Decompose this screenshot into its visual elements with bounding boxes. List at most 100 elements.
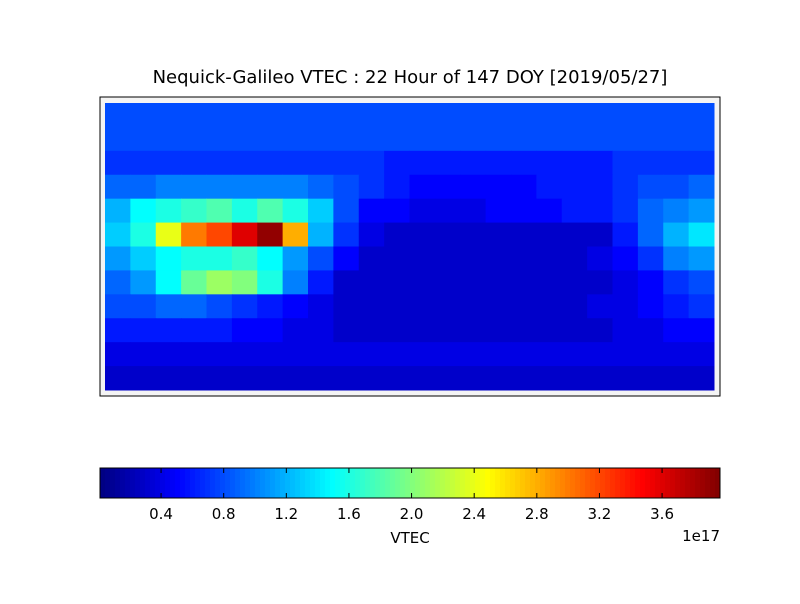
heat-cell bbox=[181, 126, 207, 152]
heat-cell bbox=[637, 174, 664, 200]
colorbar-segment bbox=[490, 468, 496, 498]
heat-cell bbox=[536, 174, 563, 200]
heat-cell bbox=[409, 222, 436, 247]
heat-cell bbox=[333, 174, 360, 200]
heat-cell bbox=[308, 366, 334, 391]
colorbar-segment bbox=[710, 468, 716, 498]
chart-title: Nequick-Galileo VTEC : 22 Hour of 147 DO… bbox=[153, 67, 668, 88]
heat-cell bbox=[231, 270, 258, 295]
colorbar-segment bbox=[215, 468, 221, 498]
colorbar-segment bbox=[620, 468, 626, 498]
heat-cell bbox=[434, 294, 461, 319]
heat-cell bbox=[511, 318, 537, 343]
colorbar-segment bbox=[370, 468, 376, 498]
heat-cell bbox=[282, 174, 309, 200]
heat-cell bbox=[130, 270, 157, 295]
colorbar-segment bbox=[500, 468, 506, 498]
colorbar-segment bbox=[680, 468, 686, 498]
heat-cell bbox=[536, 103, 563, 128]
heat-cell bbox=[308, 270, 334, 295]
heat-cell bbox=[333, 366, 360, 391]
colorbar-segment bbox=[165, 468, 171, 498]
heat-cell bbox=[663, 126, 690, 152]
heat-cell bbox=[105, 366, 131, 391]
heat-cell bbox=[663, 103, 690, 128]
colorbar-segment bbox=[575, 468, 581, 498]
heat-cell bbox=[637, 150, 664, 176]
heat-cell bbox=[105, 318, 131, 343]
colorbar-segment bbox=[100, 468, 106, 498]
colorbar-segment bbox=[150, 468, 156, 498]
heat-cell bbox=[206, 366, 233, 391]
heat-cell bbox=[637, 318, 664, 343]
heat-cell bbox=[181, 342, 207, 367]
heat-cell bbox=[333, 270, 360, 295]
heat-cell bbox=[308, 198, 334, 224]
heat-cell bbox=[105, 342, 131, 367]
heat-cell bbox=[130, 198, 157, 224]
colorbar-segment bbox=[380, 468, 386, 498]
heat-cell bbox=[460, 246, 487, 271]
heat-cell bbox=[612, 246, 639, 271]
heat-cell bbox=[282, 126, 309, 152]
heat-cell bbox=[409, 318, 436, 343]
heat-cell bbox=[155, 270, 182, 295]
heat-cell bbox=[257, 366, 284, 391]
heat-cell bbox=[460, 126, 487, 152]
heat-cell bbox=[206, 318, 233, 343]
colorbar-segment bbox=[245, 468, 251, 498]
heat-cell bbox=[181, 150, 207, 176]
heat-cell bbox=[511, 270, 537, 295]
heat-cell bbox=[181, 174, 207, 200]
heat-cell bbox=[333, 103, 360, 128]
colorbar-tick-label: 2.4 bbox=[462, 505, 486, 523]
heat-cell bbox=[536, 294, 563, 319]
colorbar-segment bbox=[415, 468, 421, 498]
heat-cell bbox=[561, 174, 588, 200]
heat-cell bbox=[282, 270, 309, 295]
heat-cell bbox=[231, 294, 258, 319]
colorbar-offset: 1e17 bbox=[682, 527, 720, 545]
heat-cell bbox=[663, 174, 690, 200]
colorbar-segment bbox=[685, 468, 691, 498]
heat-cell bbox=[688, 270, 715, 295]
colorbar-segment bbox=[670, 468, 676, 498]
heat-cell bbox=[460, 366, 487, 391]
colorbar-segment bbox=[705, 468, 711, 498]
colorbar-segment bbox=[180, 468, 186, 498]
heat-cell bbox=[409, 294, 436, 319]
heat-cell bbox=[587, 294, 613, 319]
heat-cell bbox=[434, 103, 461, 128]
colorbar-segment bbox=[475, 468, 481, 498]
heat-cell bbox=[130, 294, 157, 319]
heat-cell bbox=[485, 174, 512, 200]
heat-cell bbox=[612, 126, 639, 152]
heat-cell bbox=[637, 198, 664, 224]
heat-cell bbox=[257, 222, 284, 247]
heat-cell bbox=[384, 270, 410, 295]
heat-cell bbox=[612, 150, 639, 176]
heat-cell bbox=[257, 318, 284, 343]
colorbar-segment bbox=[440, 468, 446, 498]
heat-cell bbox=[561, 103, 588, 128]
colorbar-segment bbox=[390, 468, 396, 498]
heat-cell bbox=[587, 150, 613, 176]
heat-cell bbox=[358, 103, 385, 128]
heat-cell bbox=[511, 342, 537, 367]
colorbar-segment bbox=[585, 468, 591, 498]
heat-cell bbox=[257, 174, 284, 200]
colorbar-segment bbox=[595, 468, 601, 498]
heat-cell bbox=[130, 150, 157, 176]
colorbar-segment bbox=[645, 468, 651, 498]
heat-cell bbox=[130, 103, 157, 128]
heat-cell bbox=[231, 150, 258, 176]
heat-cell bbox=[460, 174, 487, 200]
colorbar-segment bbox=[365, 468, 371, 498]
heat-cell bbox=[206, 222, 233, 247]
heat-cell bbox=[485, 342, 512, 367]
colorbar-segment bbox=[145, 468, 151, 498]
heat-cell bbox=[612, 342, 639, 367]
colorbar-segment bbox=[315, 468, 321, 498]
heat-cell bbox=[561, 270, 588, 295]
heat-cell bbox=[384, 198, 410, 224]
